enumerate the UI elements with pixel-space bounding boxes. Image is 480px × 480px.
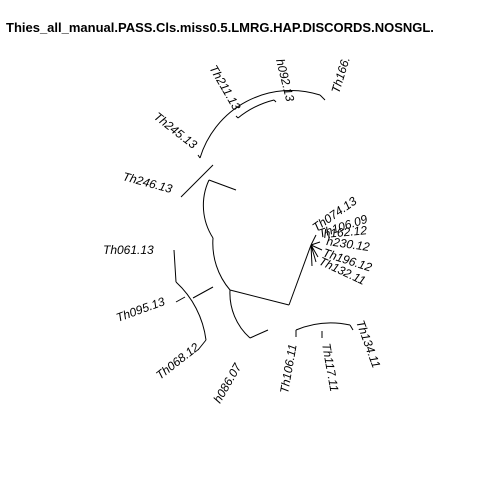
edge-th245 [197,154,201,159]
edge-th086 [229,289,269,339]
edge-th061 [173,249,177,283]
edge-th068 [197,339,207,351]
edge-upper-arc [202,179,214,239]
edge-right-stem [288,244,312,306]
edge-th095 [175,296,186,303]
tip-th061: Th061.13 [103,243,154,257]
tip-th245: Th245.13 [151,109,200,151]
edge-top-arc [199,89,321,159]
tip-th095: Th095.13 [114,294,167,325]
edge-left-arc [175,281,207,341]
edge-lower-arc [295,322,351,331]
tip-labels: Th166. h092.13 Th211.13 Th245.13 Th246.1… [103,55,383,405]
tip-th068: Th068.12 [153,340,202,382]
edge-root-arc [212,237,231,291]
tip-th092: h092.13 [273,57,297,103]
edge-th166 [319,94,326,101]
tip-th134: Th134.11 [353,318,383,370]
tip-th086: h086.07 [210,360,244,406]
tip-th211: Th211.13 [206,63,243,113]
edge-th134 [349,324,354,331]
tip-th162: h162.12 [323,223,368,241]
tree-title: Thies_all_manual.PASS.Cls.miss0.5.LMRG.H… [6,20,434,35]
edge-th092 [273,99,277,103]
edge-th246 [180,164,214,198]
tip-th106-11: Th106.11 [277,343,299,395]
edge-upper-stem [208,179,237,191]
edge-top-inner-arc [237,99,275,119]
tip-th117: Th117.11 [319,342,341,393]
tree-edges [173,89,354,351]
edge-right-cluster [310,234,323,267]
edge-root-right [229,289,290,306]
edge-left-join [192,286,214,299]
tip-th166: Th166. [328,55,352,95]
edge-th211 [235,115,239,119]
tip-th230: h230.12 [326,234,371,254]
tip-th246: Th246.13 [121,169,174,196]
